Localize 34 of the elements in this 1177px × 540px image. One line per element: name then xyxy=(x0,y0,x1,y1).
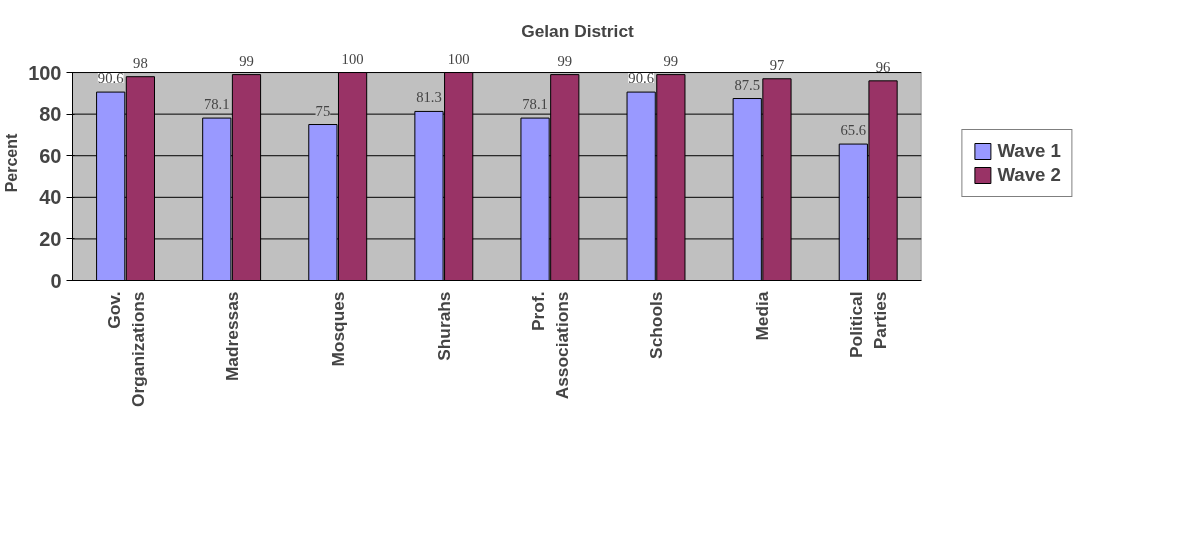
chart-title: Gelan District xyxy=(521,20,635,41)
data-label: 81.3 xyxy=(416,89,442,106)
data-label: 99 xyxy=(557,52,573,69)
data-label: 97 xyxy=(769,56,785,73)
y-tick-label: 60 xyxy=(39,144,62,167)
x-tick-label: Prof. Associations xyxy=(527,291,572,400)
x-tick-label: Mosques xyxy=(327,291,348,367)
legend-label: Wave 2 xyxy=(997,163,1061,186)
data-label: 90.6 xyxy=(628,70,654,87)
y-tick-label: 20 xyxy=(39,227,62,250)
data-label: 98 xyxy=(133,54,148,71)
y-axis-title: Percent xyxy=(3,132,21,193)
x-tick-label: Gov. Organizations xyxy=(103,291,148,408)
y-tick-label: 40 xyxy=(39,186,62,209)
data-label: 99 xyxy=(239,52,254,69)
x-tick-label: Madressas xyxy=(221,291,242,382)
data-label: 100 xyxy=(447,50,470,67)
y-tick-label: 80 xyxy=(39,103,62,126)
data-label: 96 xyxy=(875,58,891,75)
data-label: 99 xyxy=(663,52,679,69)
data-label: 100 xyxy=(341,50,364,67)
y-tick-label: 0 xyxy=(50,269,62,292)
data-label: 78.1 xyxy=(522,96,548,113)
data-label: 65.6 xyxy=(840,122,867,139)
data-label: 78.1 xyxy=(203,96,230,113)
x-tick-label: Shurahs xyxy=(433,291,454,361)
x-tick-label: Media xyxy=(752,291,773,341)
x-tick-label: Schools xyxy=(646,291,667,359)
x-tick-label: Political Parties xyxy=(846,291,891,358)
data-label: 87.5 xyxy=(734,76,761,93)
legend-label: Wave 1 xyxy=(997,139,1061,162)
data-label: 90.6 xyxy=(97,70,124,87)
y-tick-label: 100 xyxy=(28,61,62,84)
data-label: 75 xyxy=(315,102,331,119)
